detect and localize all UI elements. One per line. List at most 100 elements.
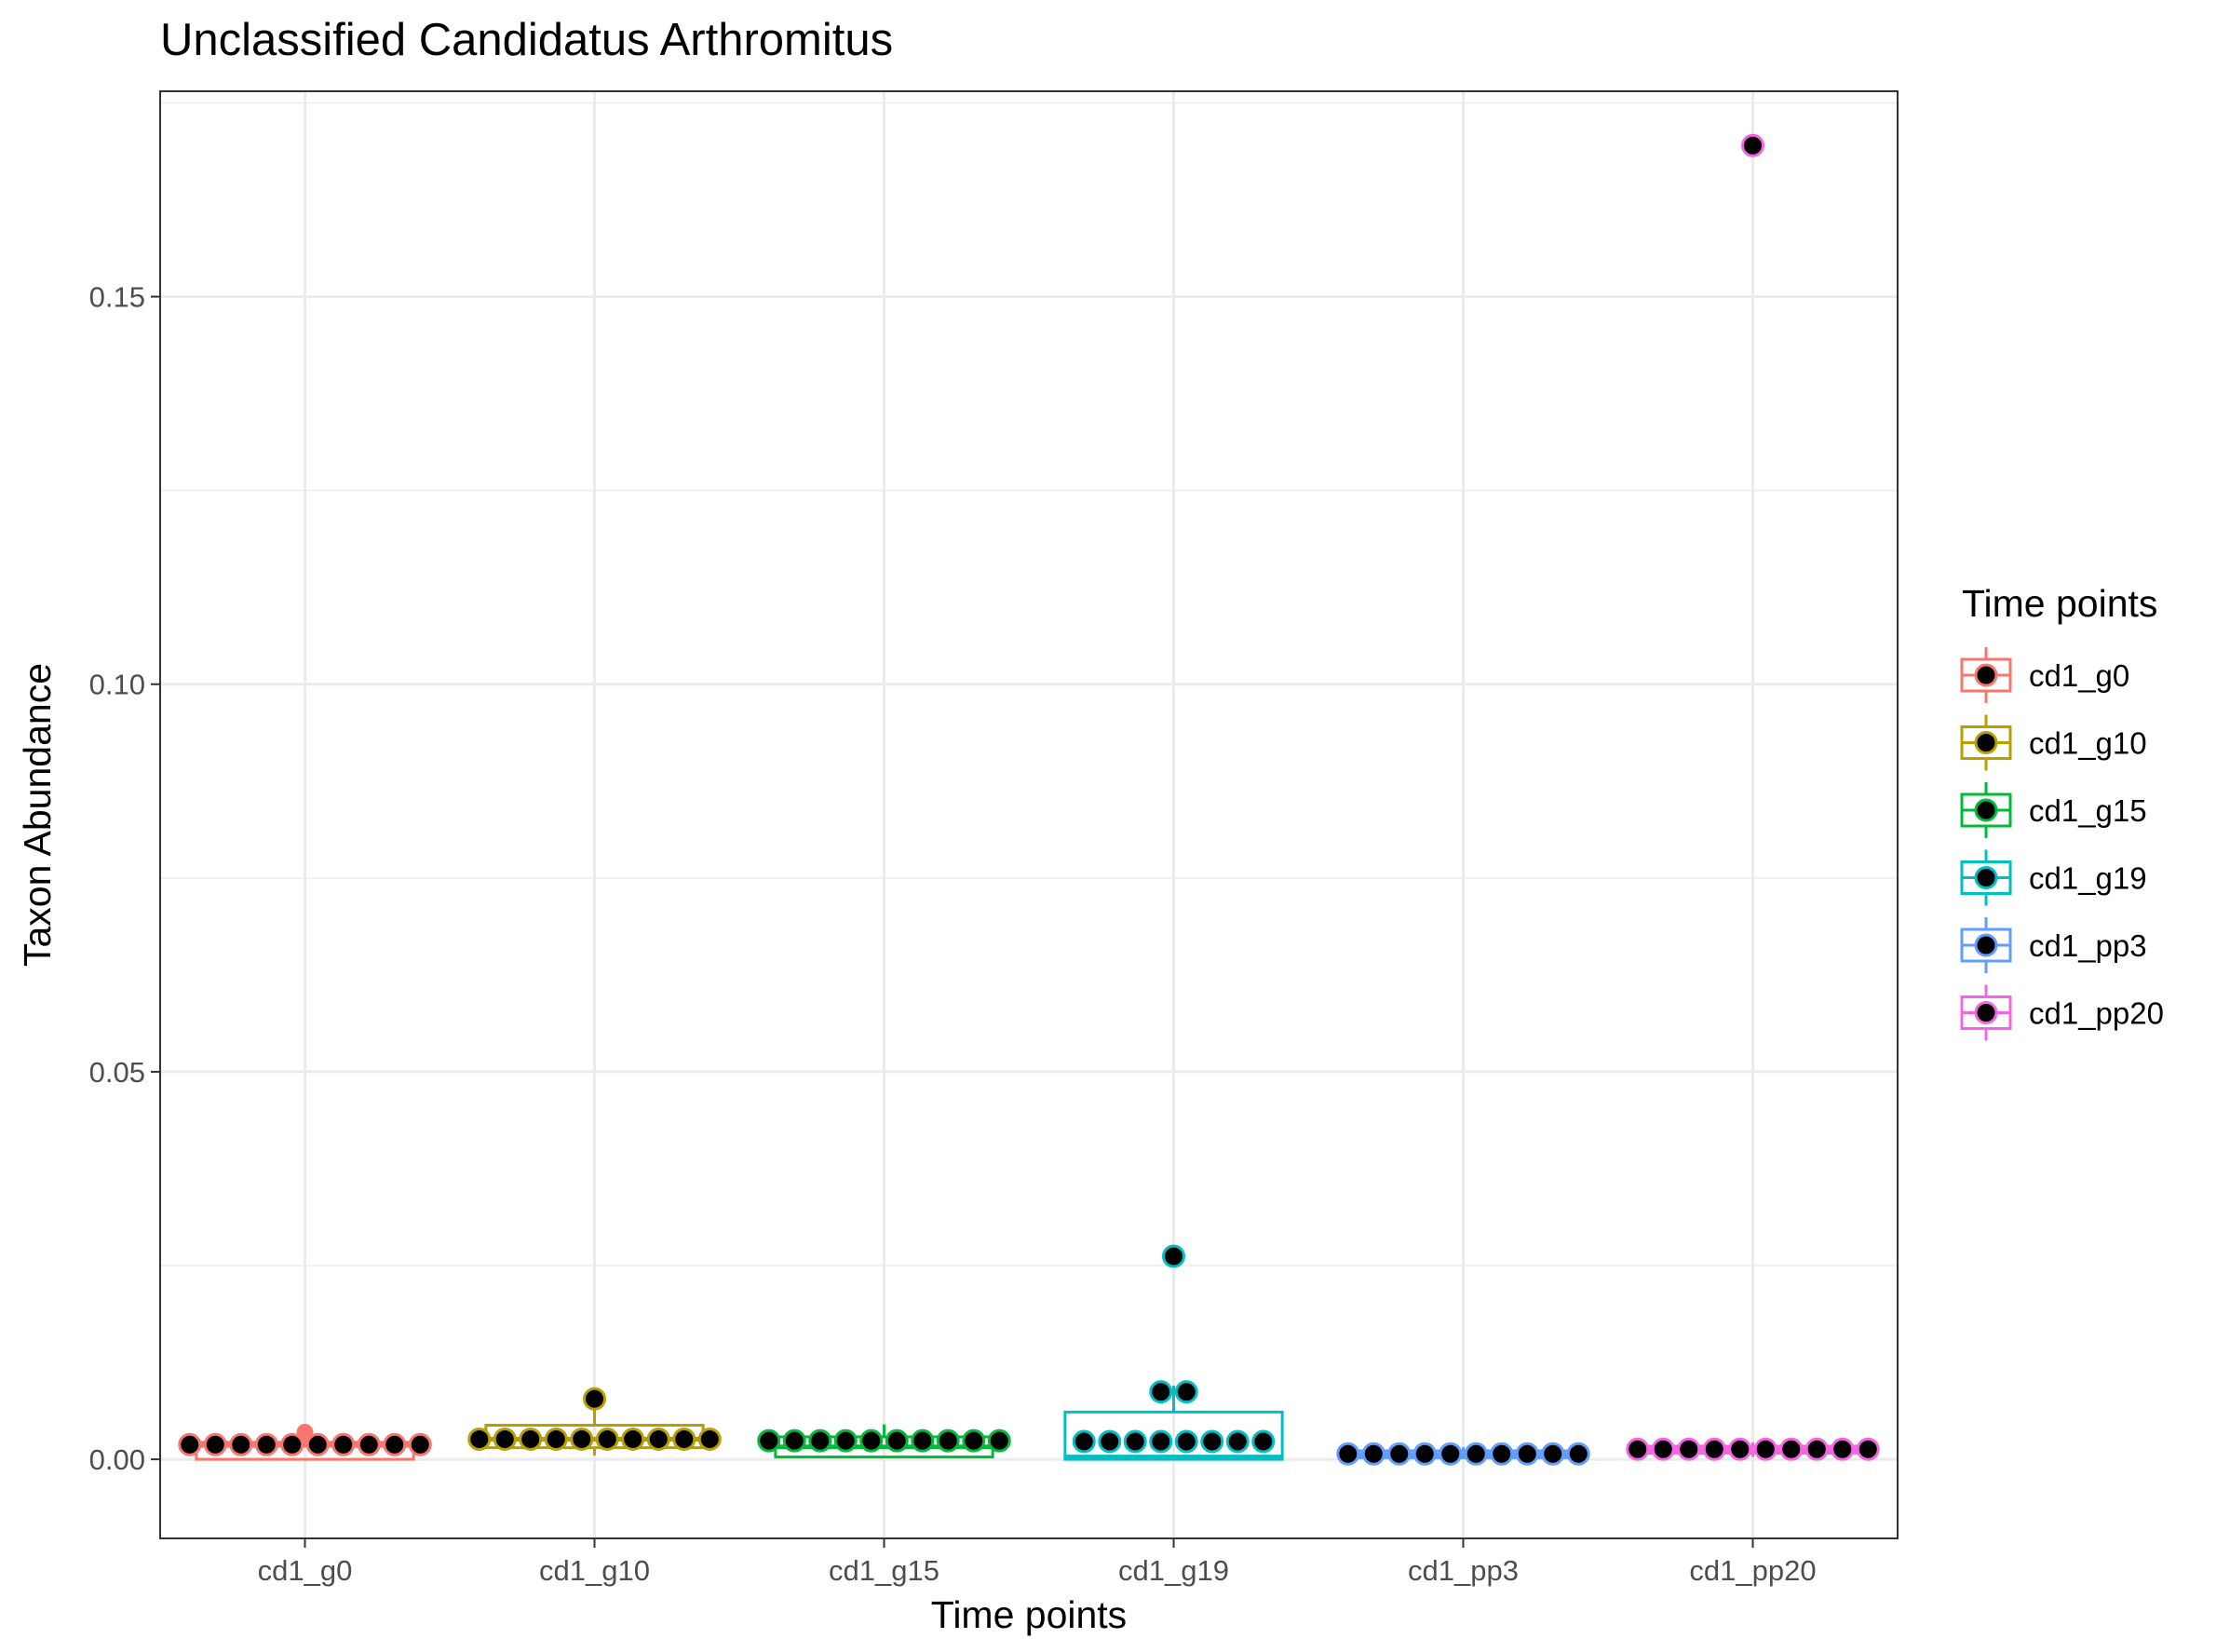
data-point [1626, 1437, 1650, 1461]
series-cd1_g15 [757, 1424, 1011, 1459]
y-tick-label: 0.10 [89, 669, 145, 701]
plot-panel [160, 91, 1898, 1538]
data-point [1779, 1437, 1804, 1461]
data-point [911, 1429, 935, 1453]
legend-title: Time points [1962, 582, 2157, 625]
data-point [1515, 1442, 1539, 1466]
series-cd1_pp3 [1336, 1442, 1590, 1466]
data-point [697, 1427, 722, 1451]
data-point [544, 1427, 568, 1451]
legend-key-point [1974, 731, 1998, 754]
x-tick-label: cd1_g10 [539, 1554, 650, 1587]
data-point [1753, 1437, 1777, 1461]
data-point [1804, 1437, 1829, 1461]
data-point [1225, 1429, 1250, 1454]
data-point [203, 1432, 227, 1456]
data-point [595, 1427, 619, 1451]
legend-item-cd1_g0: cd1_g0 [1960, 647, 2129, 703]
legend-label: cd1_g19 [2029, 861, 2147, 896]
x-tick-label: cd1_g0 [258, 1554, 353, 1587]
data-point [1251, 1429, 1276, 1454]
legend-item-cd1_g15: cd1_g15 [1960, 782, 2147, 838]
data-point [962, 1429, 986, 1453]
data-point [331, 1432, 356, 1456]
legend-label: cd1_pp3 [2029, 928, 2147, 963]
data-point [1831, 1437, 1855, 1461]
data-point [383, 1432, 407, 1456]
y-tick-label: 0.15 [89, 281, 145, 314]
x-axis-title: Time points [931, 1593, 1127, 1636]
data-point [646, 1427, 670, 1451]
legend-key-point [1974, 1001, 1998, 1024]
y-axis-title: Taxon Abundance [16, 663, 59, 967]
data-point [570, 1427, 594, 1451]
x-tick-label: cd1_pp3 [1408, 1554, 1519, 1587]
data-point [1702, 1437, 1726, 1461]
x-tick-label: cd1_g19 [1118, 1554, 1229, 1587]
legend-key-point [1974, 663, 1998, 687]
data-point [583, 1387, 606, 1411]
box [484, 1423, 705, 1450]
box [1063, 1410, 1284, 1461]
data-point [519, 1427, 543, 1451]
data-point [1361, 1442, 1385, 1466]
data-point [1387, 1442, 1412, 1466]
panel-border [159, 90, 1899, 1539]
data-point [808, 1429, 832, 1453]
y-tick-label: 0.00 [89, 1443, 145, 1476]
data-point [1098, 1429, 1122, 1454]
data-point [1174, 1380, 1198, 1404]
box-outlier [296, 1423, 314, 1441]
legend-label: cd1_g0 [2029, 658, 2129, 693]
data-point [1162, 1244, 1185, 1268]
data-point [1741, 133, 1764, 157]
data-point [254, 1432, 278, 1456]
data-point [1072, 1429, 1096, 1454]
data-point [1149, 1380, 1173, 1404]
chart-title: Unclassified Candidatus Arthromitus [160, 15, 893, 65]
data-point [833, 1429, 858, 1453]
data-point [1439, 1442, 1463, 1466]
legend-item-cd1_g19: cd1_g19 [1960, 849, 2147, 906]
data-point [493, 1427, 517, 1451]
data-point [280, 1432, 304, 1456]
data-point [936, 1429, 960, 1453]
data-point [1566, 1442, 1590, 1466]
data-point [1728, 1437, 1752, 1461]
data-point [229, 1432, 253, 1456]
plot-data [178, 133, 1880, 1466]
data-point [1541, 1442, 1565, 1466]
data-point [178, 1432, 202, 1456]
series-cd1_g10 [467, 1387, 722, 1456]
data-point [859, 1429, 884, 1453]
data-point [1174, 1429, 1198, 1454]
legend-key-point [1974, 798, 1998, 822]
data-point [408, 1432, 432, 1456]
data-point [987, 1429, 1011, 1453]
y-tick-label: 0.05 [89, 1056, 145, 1089]
x-axis: cd1_g0 cd1_g10 cd1_g15 cd1_g19 cd1_pp3 cd1_pp… [258, 1538, 1817, 1587]
legend-item-cd1_g10: cd1_g10 [1960, 714, 2147, 771]
data-point [357, 1432, 381, 1456]
legend-item-cd1_pp3: cd1_pp3 [1960, 917, 2147, 973]
data-point [1464, 1442, 1488, 1466]
data-point [1200, 1429, 1224, 1454]
data-point [885, 1429, 909, 1453]
data-point [1336, 1442, 1360, 1466]
x-tick-label: cd1_g15 [829, 1554, 939, 1587]
legend-label: cd1_g15 [2029, 793, 2147, 828]
legend: Time points cd1_g0 cd1_g10 cd1_g15 cd1_g19c… [1960, 582, 2164, 1041]
data-point [1412, 1442, 1437, 1466]
data-point [305, 1432, 330, 1456]
data-point [621, 1427, 645, 1451]
data-point [757, 1429, 781, 1453]
data-point [782, 1429, 806, 1453]
data-point [1490, 1442, 1514, 1466]
data-point [1651, 1437, 1675, 1461]
legend-key-point [1974, 933, 1998, 957]
legend-item-cd1_pp20: cd1_pp20 [1960, 984, 2164, 1041]
series-cd1_g0 [178, 1423, 432, 1461]
data-point [467, 1427, 492, 1451]
